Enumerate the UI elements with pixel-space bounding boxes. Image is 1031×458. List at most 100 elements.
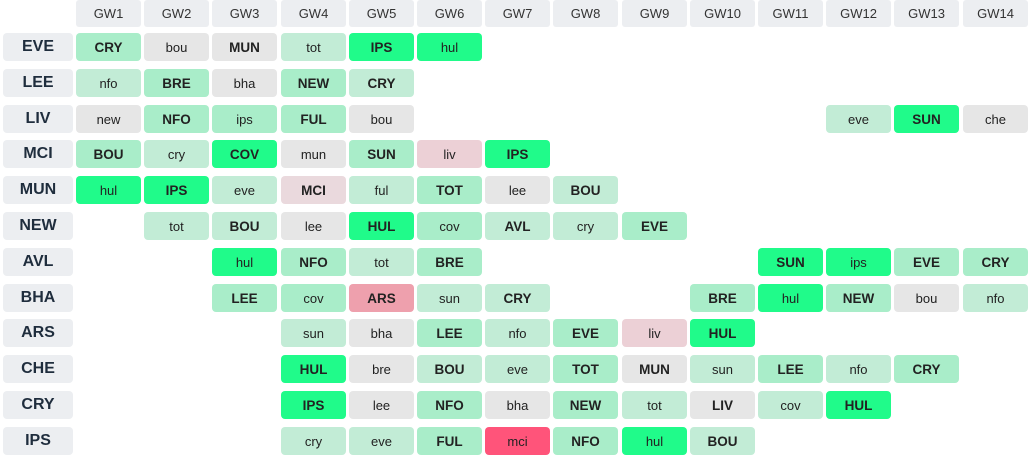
fixture-cell: NEW bbox=[281, 69, 346, 97]
fixture-cell: cov bbox=[758, 391, 823, 419]
gameweek-header: GW8 bbox=[553, 0, 618, 27]
fixture-cell: bou bbox=[894, 284, 959, 312]
fixture-cell: bou bbox=[144, 33, 209, 61]
fixture-cell: SUN bbox=[349, 140, 414, 168]
fixture-cell: EVE bbox=[622, 212, 687, 240]
gameweek-header: GW4 bbox=[281, 0, 346, 27]
fixture-cell: mun bbox=[281, 140, 346, 168]
fixture-cell: IPS bbox=[485, 140, 550, 168]
fixture-cell: eve bbox=[212, 176, 277, 204]
fixture-cell: lee bbox=[485, 176, 550, 204]
fixture-cell: tot bbox=[144, 212, 209, 240]
fixture-cell: NFO bbox=[281, 248, 346, 276]
fixture-cell: nfo bbox=[963, 284, 1028, 312]
fixture-cell: sun bbox=[690, 355, 755, 383]
fixture-cell: BOU bbox=[76, 140, 141, 168]
fixture-cell: HUL bbox=[690, 319, 755, 347]
team-label: EVE bbox=[3, 33, 73, 61]
team-label: AVL bbox=[3, 248, 73, 276]
fixture-cell: eve bbox=[485, 355, 550, 383]
fixture-cell: eve bbox=[349, 427, 414, 455]
fixture-cell: che bbox=[963, 105, 1028, 133]
fixture-cell: bre bbox=[349, 355, 414, 383]
team-label: MCI bbox=[3, 140, 73, 168]
team-label: MUN bbox=[3, 176, 73, 204]
fixture-cell: hul bbox=[76, 176, 141, 204]
fixture-cell: lee bbox=[349, 391, 414, 419]
fixture-cell: BRE bbox=[417, 248, 482, 276]
fixture-cell: NFO bbox=[144, 105, 209, 133]
fixture-cell: liv bbox=[622, 319, 687, 347]
fixture-cell: ips bbox=[212, 105, 277, 133]
fixture-cell: tot bbox=[349, 248, 414, 276]
fixture-cell: HUL bbox=[281, 355, 346, 383]
fixture-cell: bha bbox=[212, 69, 277, 97]
fixture-cell: LIV bbox=[690, 391, 755, 419]
fixture-cell: HUL bbox=[826, 391, 891, 419]
fixture-cell: BOU bbox=[212, 212, 277, 240]
team-label: LIV bbox=[3, 105, 73, 133]
fixture-cell: NEW bbox=[553, 391, 618, 419]
gameweek-header: GW2 bbox=[144, 0, 209, 27]
team-label: CRY bbox=[3, 391, 73, 419]
fixture-cell: tot bbox=[281, 33, 346, 61]
fixture-cell: BOU bbox=[417, 355, 482, 383]
team-label: CHE bbox=[3, 355, 73, 383]
team-label: IPS bbox=[3, 427, 73, 455]
team-label: LEE bbox=[3, 69, 73, 97]
fixture-cell: sun bbox=[417, 284, 482, 312]
fixture-cell: nfo bbox=[485, 319, 550, 347]
gameweek-header: GW7 bbox=[485, 0, 550, 27]
fixture-cell: ARS bbox=[349, 284, 414, 312]
gameweek-header: GW11 bbox=[758, 0, 823, 27]
fixture-cell: BRE bbox=[690, 284, 755, 312]
team-label: BHA bbox=[3, 284, 73, 312]
fixture-cell: CRY bbox=[76, 33, 141, 61]
fixture-cell: new bbox=[76, 105, 141, 133]
fixture-cell: BOU bbox=[553, 176, 618, 204]
gameweek-header: GW6 bbox=[417, 0, 482, 27]
fixture-cell: cry bbox=[553, 212, 618, 240]
fixture-cell: HUL bbox=[349, 212, 414, 240]
fixture-cell: hul bbox=[758, 284, 823, 312]
fixture-cell: mci bbox=[485, 427, 550, 455]
fixture-cell: CRY bbox=[894, 355, 959, 383]
fixture-cell: NFO bbox=[553, 427, 618, 455]
fixture-cell: cry bbox=[281, 427, 346, 455]
fixture-cell: IPS bbox=[349, 33, 414, 61]
fixture-cell: hul bbox=[417, 33, 482, 61]
fixture-cell: cry bbox=[144, 140, 209, 168]
fixture-cell: ips bbox=[826, 248, 891, 276]
fixture-cell: bha bbox=[485, 391, 550, 419]
fixture-cell: FUL bbox=[417, 427, 482, 455]
fixture-cell: tot bbox=[622, 391, 687, 419]
fixture-cell: NEW bbox=[826, 284, 891, 312]
gameweek-header: GW10 bbox=[690, 0, 755, 27]
fixture-cell: FUL bbox=[281, 105, 346, 133]
fixture-cell: CRY bbox=[963, 248, 1028, 276]
fixture-cell: nfo bbox=[826, 355, 891, 383]
fixture-cell: lee bbox=[281, 212, 346, 240]
fixture-cell: nfo bbox=[76, 69, 141, 97]
fixture-cell: AVL bbox=[485, 212, 550, 240]
fixture-cell: BRE bbox=[144, 69, 209, 97]
fixture-cell: LEE bbox=[212, 284, 277, 312]
gameweek-header: GW5 bbox=[349, 0, 414, 27]
gameweek-header: GW13 bbox=[894, 0, 959, 27]
fixture-cell: hul bbox=[622, 427, 687, 455]
fixture-cell: LEE bbox=[417, 319, 482, 347]
fixture-cell: bha bbox=[349, 319, 414, 347]
fixture-cell: EVE bbox=[553, 319, 618, 347]
gameweek-header: GW12 bbox=[826, 0, 891, 27]
fixture-cell: EVE bbox=[894, 248, 959, 276]
gameweek-header: GW1 bbox=[76, 0, 141, 27]
fixture-cell: CRY bbox=[349, 69, 414, 97]
fixture-cell: COV bbox=[212, 140, 277, 168]
fixture-cell: IPS bbox=[144, 176, 209, 204]
fixture-cell: MCI bbox=[281, 176, 346, 204]
gameweek-header: GW14 bbox=[963, 0, 1028, 27]
fixture-cell: cov bbox=[417, 212, 482, 240]
fixture-cell: SUN bbox=[894, 105, 959, 133]
gameweek-header: GW9 bbox=[622, 0, 687, 27]
